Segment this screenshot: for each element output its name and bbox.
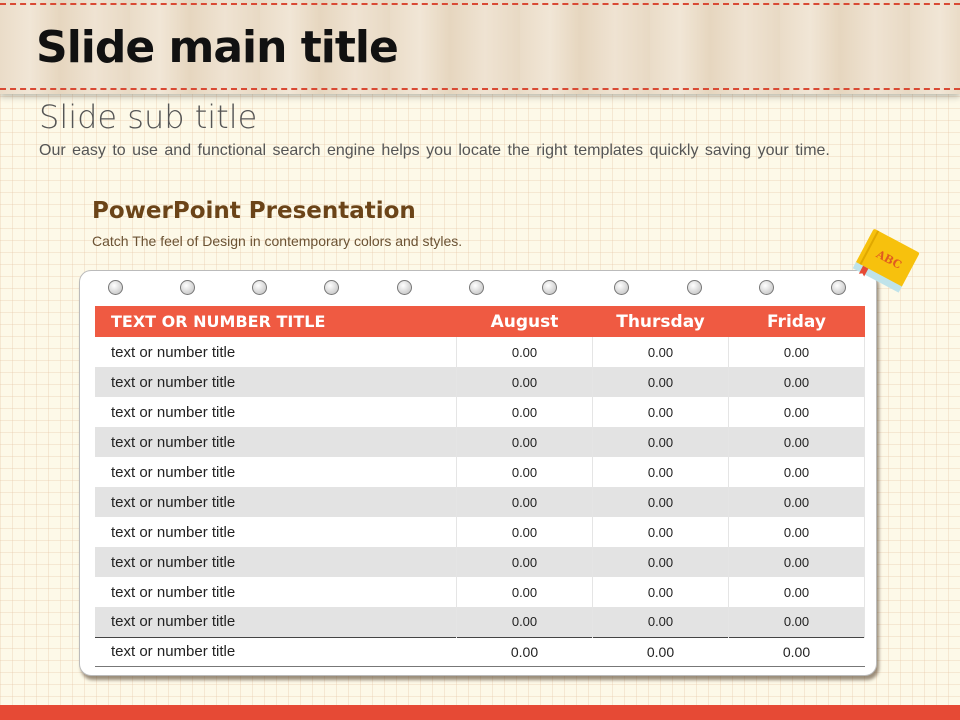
- value-cell: 0.00: [728, 547, 865, 577]
- value-cell: 0.00: [728, 337, 865, 367]
- table-row: text or number title 0.00 0.00 0.00: [95, 427, 865, 457]
- binder-hole: [469, 280, 484, 295]
- column-header: TEXT OR NUMBER TITLE: [95, 306, 457, 337]
- binder-hole: [687, 280, 702, 295]
- label-cell: text or number title: [95, 457, 457, 487]
- value-cell: 0.00: [592, 367, 729, 397]
- table-header-row: TEXT OR NUMBER TITLE August Thursday Friday: [95, 306, 865, 337]
- table-row: text or number title 0.00 0.00 0.00: [95, 636, 865, 667]
- dashed-border-top: [0, 3, 960, 5]
- label-cell: text or number title: [95, 547, 457, 577]
- label-cell: text or number title: [95, 636, 457, 667]
- binder-hole: [397, 280, 412, 295]
- label-cell: text or number title: [95, 577, 457, 607]
- value-cell: 0.00: [456, 577, 593, 607]
- slide-description: Our easy to use and functional search en…: [39, 142, 830, 159]
- value-cell: 0.00: [456, 367, 593, 397]
- value-cell: 0.00: [728, 487, 865, 517]
- binder-hole: [108, 280, 123, 295]
- table-row: text or number title 0.00 0.00 0.00: [95, 547, 865, 577]
- value-cell: 0.00: [456, 517, 593, 547]
- value-cell: 0.00: [592, 487, 729, 517]
- value-cell: 0.00: [456, 607, 593, 637]
- value-cell: 0.00: [592, 457, 729, 487]
- value-cell: 0.00: [728, 457, 865, 487]
- label-cell: text or number title: [95, 337, 457, 367]
- footer-bar: [0, 705, 960, 720]
- label-cell: text or number title: [95, 487, 457, 517]
- table-row: text or number title 0.00 0.00 0.00: [95, 397, 865, 427]
- value-cell: 0.00: [456, 337, 593, 367]
- abc-book-icon: ABC: [852, 229, 920, 293]
- binder-hole: [831, 280, 846, 295]
- value-cell: 0.00: [592, 427, 729, 457]
- table-row: text or number title 0.00 0.00 0.00: [95, 577, 865, 607]
- column-header: Thursday: [592, 306, 729, 337]
- slide-subtitle: Slide sub title: [39, 98, 258, 136]
- table-row: text or number title 0.00 0.00 0.00: [95, 367, 865, 397]
- value-cell: 0.00: [592, 517, 729, 547]
- value-cell: 0.00: [456, 457, 593, 487]
- value-cell: 0.00: [456, 547, 593, 577]
- value-cell: 0.00: [592, 397, 729, 427]
- slide-title: Slide main title: [36, 22, 399, 73]
- value-cell: 0.00: [592, 636, 729, 667]
- value-cell: 0.00: [456, 487, 593, 517]
- value-cell: 0.00: [728, 397, 865, 427]
- table-row: text or number title 0.00 0.00 0.00: [95, 607, 865, 637]
- binder-hole: [324, 280, 339, 295]
- value-cell: 0.00: [728, 577, 865, 607]
- table-row: text or number title 0.00 0.00 0.00: [95, 517, 865, 547]
- table-row: text or number title 0.00 0.00 0.00: [95, 457, 865, 487]
- value-cell: 0.00: [592, 607, 729, 637]
- table-row: text or number title 0.00 0.00 0.00: [95, 337, 865, 367]
- label-cell: text or number title: [95, 397, 457, 427]
- section-title: PowerPoint Presentation: [92, 198, 416, 224]
- binder-hole: [252, 280, 267, 295]
- column-header: August: [456, 306, 593, 337]
- value-cell: 0.00: [728, 427, 865, 457]
- value-cell: 0.00: [456, 427, 593, 457]
- value-cell: 0.00: [592, 547, 729, 577]
- section-description: Catch The feel of Design in contemporary…: [92, 233, 463, 249]
- value-cell: 0.00: [456, 397, 593, 427]
- binder-hole: [180, 280, 195, 295]
- value-cell: 0.00: [456, 636, 593, 667]
- value-cell: 0.00: [728, 636, 865, 667]
- binder-hole: [759, 280, 774, 295]
- value-cell: 0.00: [728, 517, 865, 547]
- table-row: text or number title 0.00 0.00 0.00: [95, 487, 865, 517]
- title-banner: Slide main title: [0, 0, 960, 94]
- column-header: Friday: [728, 306, 865, 337]
- label-cell: text or number title: [95, 367, 457, 397]
- data-table: TEXT OR NUMBER TITLE August Thursday Friday…: [95, 306, 865, 667]
- binder-hole: [542, 280, 557, 295]
- value-cell: 0.00: [728, 367, 865, 397]
- label-cell: text or number title: [95, 427, 457, 457]
- dashed-border-bottom: [0, 88, 960, 90]
- label-cell: text or number title: [95, 517, 457, 547]
- value-cell: 0.00: [728, 607, 865, 637]
- value-cell: 0.00: [592, 577, 729, 607]
- binder-hole: [614, 280, 629, 295]
- value-cell: 0.00: [592, 337, 729, 367]
- label-cell: text or number title: [95, 607, 457, 637]
